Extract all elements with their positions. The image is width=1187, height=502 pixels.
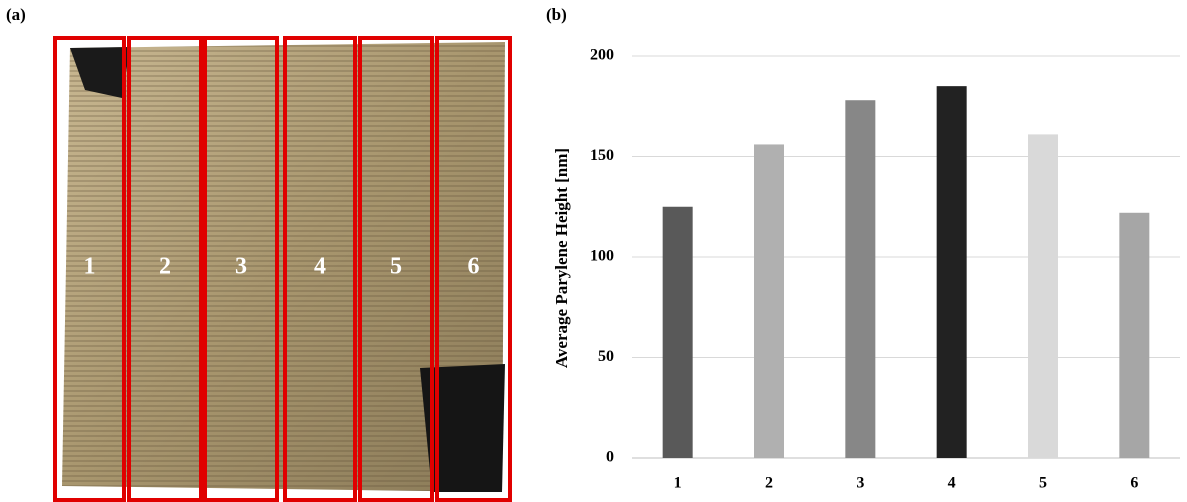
region-box [127, 36, 203, 502]
y-tick-label: 50 [598, 348, 614, 365]
bar [754, 144, 784, 458]
y-tick-label: 0 [606, 449, 614, 466]
region-box [435, 36, 512, 502]
x-tick-label: 2 [765, 475, 773, 492]
x-tick-label: 3 [856, 475, 864, 492]
y-tick-label: 100 [590, 248, 614, 265]
region-label: 1 [84, 254, 96, 280]
x-tick-label: 1 [674, 475, 682, 492]
y-tick-label: 200 [590, 47, 614, 64]
region-label: 4 [314, 254, 326, 280]
region-label: 2 [159, 254, 171, 280]
region-box [53, 36, 126, 502]
bar [1119, 212, 1150, 458]
bar [936, 86, 967, 459]
panel-label: (b) [546, 5, 567, 24]
bar [1028, 134, 1058, 458]
y-tick-label: 150 [590, 147, 614, 164]
region-label: 3 [235, 254, 247, 280]
bar [845, 100, 876, 458]
region-box [283, 36, 357, 502]
panel-label: (a) [6, 5, 26, 24]
x-tick-label: 5 [1039, 475, 1047, 492]
region-box [203, 36, 279, 502]
bar [662, 206, 693, 458]
region-label: 6 [468, 254, 480, 280]
x-tick-label: 6 [1130, 475, 1138, 492]
y-axis-title: Average Parylene Height [nm] [552, 148, 571, 368]
region-label: 5 [390, 254, 402, 280]
x-tick-label: 4 [948, 475, 956, 492]
region-box [358, 36, 434, 502]
